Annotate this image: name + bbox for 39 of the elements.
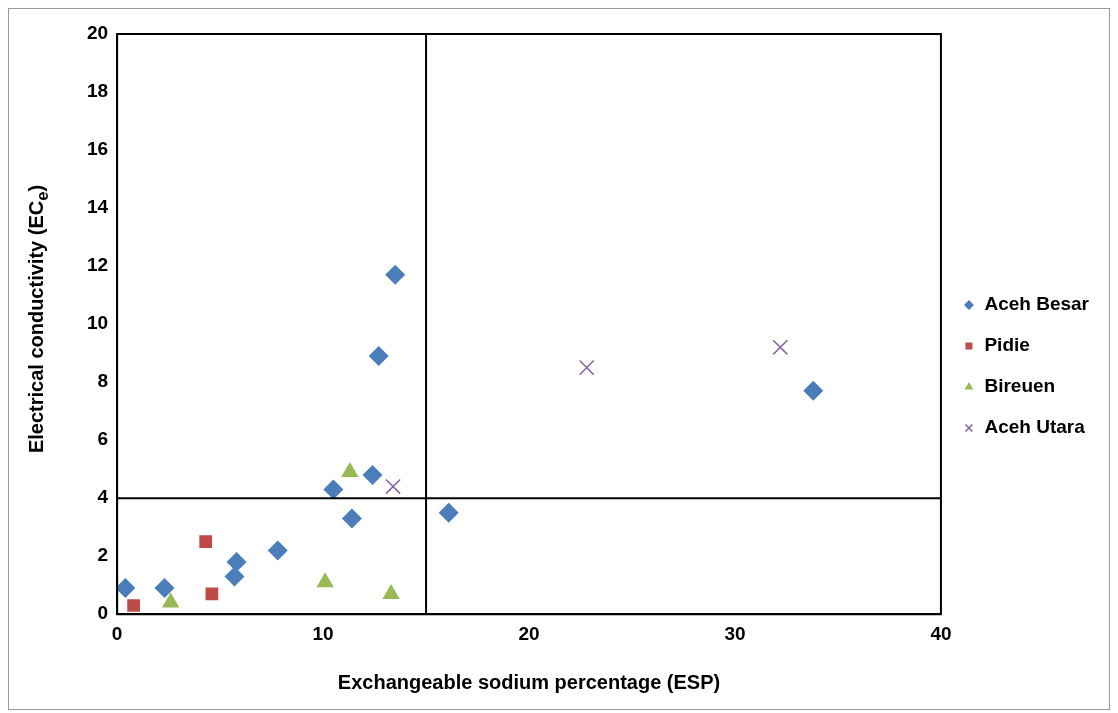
point bbox=[341, 462, 359, 478]
x-tick-label: 20 bbox=[518, 622, 540, 644]
y-tick-label: 10 bbox=[86, 312, 109, 334]
point bbox=[199, 535, 213, 549]
y-tick-label: 12 bbox=[86, 254, 109, 276]
y-tick-label: 14 bbox=[86, 196, 109, 218]
legend-label: Aceh Besar bbox=[984, 293, 1090, 315]
point bbox=[267, 540, 288, 561]
point bbox=[362, 464, 383, 485]
y-tick-label: 16 bbox=[86, 138, 109, 160]
point bbox=[226, 551, 247, 572]
point bbox=[385, 478, 401, 495]
point bbox=[578, 359, 595, 376]
y-tick-label: 4 bbox=[97, 486, 109, 508]
point bbox=[154, 578, 175, 599]
point bbox=[438, 502, 459, 523]
legend-label: Pidie bbox=[984, 334, 1030, 356]
x-tick-label: 40 bbox=[930, 622, 952, 644]
point bbox=[803, 380, 824, 401]
point bbox=[224, 566, 245, 587]
legend-label: Bireuen bbox=[984, 375, 1056, 397]
point bbox=[117, 578, 136, 599]
point bbox=[323, 479, 344, 500]
x-tick-label: 10 bbox=[312, 622, 334, 644]
point bbox=[127, 599, 140, 612]
x-tick-label: 30 bbox=[724, 622, 746, 644]
y-tick-label: 6 bbox=[97, 428, 109, 450]
y-tick-label: 0 bbox=[97, 602, 109, 624]
y-tick-label: 8 bbox=[97, 370, 109, 392]
point bbox=[385, 264, 406, 285]
point bbox=[368, 346, 389, 367]
y-tick-label: 2 bbox=[97, 544, 109, 566]
x-axis-title: Exchangeable sodium percentage (ESP) bbox=[337, 670, 721, 693]
point bbox=[772, 339, 789, 356]
y-tick-label: 20 bbox=[86, 22, 109, 44]
x-tick-label: 0 bbox=[111, 622, 123, 644]
y-tick-label: 18 bbox=[86, 80, 109, 102]
legend-label: Aceh Utara bbox=[984, 416, 1086, 438]
point bbox=[341, 508, 362, 529]
